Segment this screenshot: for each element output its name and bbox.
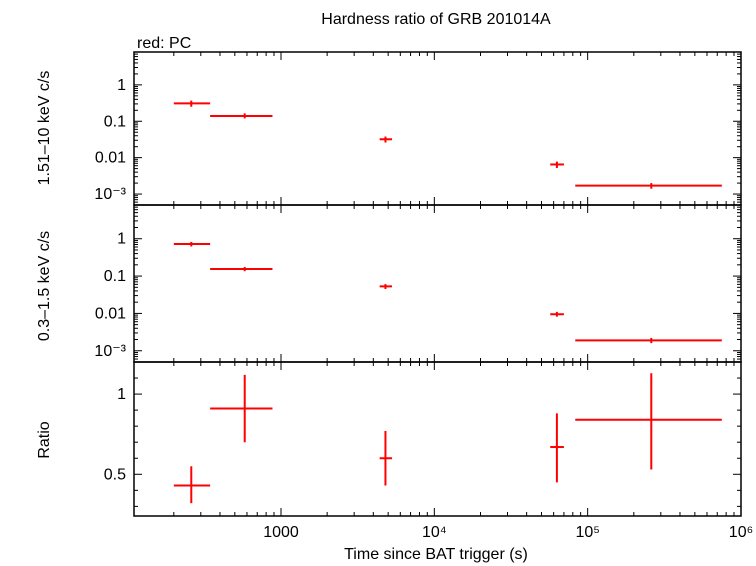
y-tick-label-middle: 10⁻³ xyxy=(94,343,126,360)
x-tick-label: 10⁶ xyxy=(729,524,753,541)
data-point-bottom xyxy=(575,373,722,470)
legend-label: red: PC xyxy=(137,35,191,52)
y-axis-label-bottom: Ratio xyxy=(36,421,53,458)
panel-bottom: 1 0.5 1000 10⁴ 10⁵ 10⁶ xyxy=(104,361,753,541)
data-point-top xyxy=(379,136,393,143)
x-axis-label: Time since BAT trigger (s) xyxy=(344,546,528,563)
y-axis-label-top: 1.51–10 keV c/s xyxy=(36,71,53,186)
x-tick-label: 10⁴ xyxy=(422,524,447,541)
data-point-middle xyxy=(379,284,393,290)
y-tick-label-middle: 0.01 xyxy=(95,305,126,322)
y-tick-label-middle: 1 xyxy=(117,231,126,248)
data-point-top xyxy=(173,100,211,107)
chart-title: Hardness ratio of GRB 201014A xyxy=(321,11,551,28)
chart-panels: 1 0.1 0.01 10⁻³ 1 0.1 0.01 10⁻³ 1 0.5 1000 10⁴ 10⁵ 10… xyxy=(94,51,753,541)
panel-frame-middle xyxy=(133,204,742,363)
data-point-middle xyxy=(575,337,722,344)
y-tick-label-top: 0.1 xyxy=(104,113,126,130)
data-point-bottom xyxy=(210,374,273,443)
y-tick-label-bottom: 1 xyxy=(117,386,126,403)
x-tick-label: 1000 xyxy=(263,524,299,541)
data-point-bottom xyxy=(379,430,393,486)
data-point-bottom xyxy=(550,413,564,483)
x-tick-label: 10⁵ xyxy=(575,524,599,541)
panel-middle: 1 0.1 0.01 10⁻³ xyxy=(94,204,742,363)
data-point-middle xyxy=(210,266,273,272)
data-point-top xyxy=(575,183,722,189)
y-axis-label-middle: 0.3–1.5 keV c/s xyxy=(36,231,53,341)
y-tick-label-top: 10⁻³ xyxy=(94,186,126,203)
panel-frame-top xyxy=(133,51,742,206)
data-point-middle xyxy=(173,241,211,247)
panel-frame-bottom xyxy=(133,361,742,517)
data-point-top xyxy=(550,161,564,168)
y-tick-label-top: 1 xyxy=(117,77,126,94)
data-point-bottom xyxy=(173,466,211,504)
data-point-middle xyxy=(550,311,564,317)
y-tick-label-top: 0.01 xyxy=(95,150,126,167)
y-tick-label-bottom: 0.5 xyxy=(104,466,126,483)
y-tick-label-middle: 0.1 xyxy=(104,268,126,285)
data-point-top xyxy=(210,113,273,119)
panel-top: 1 0.1 0.01 10⁻³ xyxy=(94,51,742,206)
